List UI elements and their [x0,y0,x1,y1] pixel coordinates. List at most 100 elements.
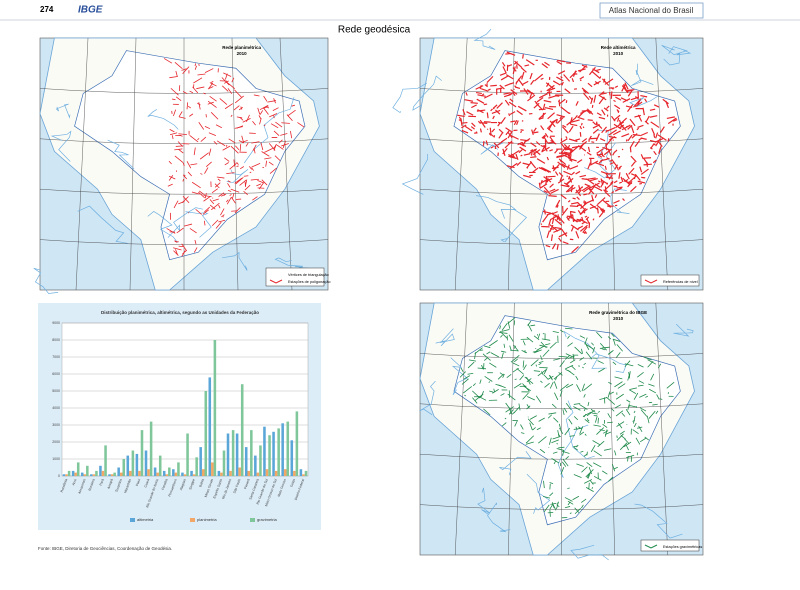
bar [275,471,278,476]
bar [132,451,135,477]
network-segment [596,122,597,126]
bar [263,427,266,476]
bar [81,473,84,476]
source: Fonte: IBGE, Diretoria de Geociências, C… [38,546,172,551]
network-segment [548,512,553,513]
network-segment [582,110,589,111]
y-tick-label: 9000 [52,321,60,325]
y-tick-label: 3000 [52,423,60,427]
plot-area [62,323,308,476]
network-segment [570,206,578,207]
network-segment [179,246,184,247]
network-segment [550,510,551,517]
bar [211,462,214,476]
network-segment [539,183,540,188]
bar [248,471,251,476]
map-title: Rede altimétrica [601,45,636,50]
legend-label: gravimetria [257,517,278,522]
bar [218,471,221,476]
bar [147,469,150,476]
network-segment [580,132,581,137]
legend-text: Vértices de triangulação [288,273,329,277]
bar [257,473,260,476]
network-segment [523,54,524,58]
legend-text: Estações de poligonação [288,280,330,284]
y-tick-label: 1000 [52,457,60,461]
network-segment [487,112,488,118]
bar [154,468,157,477]
network-segment [514,89,515,90]
network-segment [244,176,249,177]
bar [108,474,111,476]
network-segment [593,219,594,221]
bar [305,471,308,476]
bar [184,474,187,476]
bar [141,430,144,476]
bar [84,474,87,476]
network-segment [627,90,633,91]
bar [72,471,75,476]
bar [302,474,305,476]
legend-text: Referências de nível [663,280,698,284]
bar [277,428,280,476]
map-year: 2010 [613,316,624,321]
bar [156,473,159,476]
bar [120,473,123,476]
legend-label: altimetria [137,517,154,522]
bar [214,340,217,476]
legend-swatch [250,518,255,522]
network-segment [547,92,552,93]
y-tick-label: 5000 [52,389,60,393]
logo: IBGE [78,5,103,16]
bar [272,432,275,476]
network-segment [530,157,536,158]
bar [186,434,189,477]
bar [204,391,207,476]
bar [102,471,105,476]
network-segment [573,198,576,199]
bar [245,447,248,476]
bar [209,377,212,476]
network-segment [654,144,655,145]
network-segment [223,216,224,217]
bar [175,473,178,476]
bar [223,451,226,477]
bar [77,462,80,476]
page-number: 274 [40,5,54,14]
network-segment [547,176,555,177]
bar [93,474,96,476]
legend-text: Estações gravimétricas [663,545,702,549]
bar [168,468,171,477]
bar [220,473,223,476]
network-segment [619,167,620,170]
network-segment [581,123,582,125]
bar [166,474,169,476]
network-segment [622,149,623,150]
bar [95,471,98,476]
bar [281,423,284,476]
bar [63,474,66,476]
bar [232,430,235,476]
map-year: 2010 [613,51,624,56]
network-segment [605,186,606,190]
bar [90,474,93,476]
network-segment [613,140,614,141]
network-segment [613,186,617,187]
bar [127,456,130,476]
network-segment [609,92,610,96]
bar [238,468,241,477]
network-segment [508,143,513,144]
map-title: Rede gravimétrica do IBGE [589,310,647,315]
network-segment [580,80,581,81]
bar [117,468,120,477]
bar [296,411,299,476]
bar [177,462,180,476]
network-segment [545,209,546,214]
network-segment [483,141,484,146]
bar [172,469,175,476]
bar [254,456,257,476]
y-tick-label: 6000 [52,372,60,376]
network-segment [224,194,225,196]
